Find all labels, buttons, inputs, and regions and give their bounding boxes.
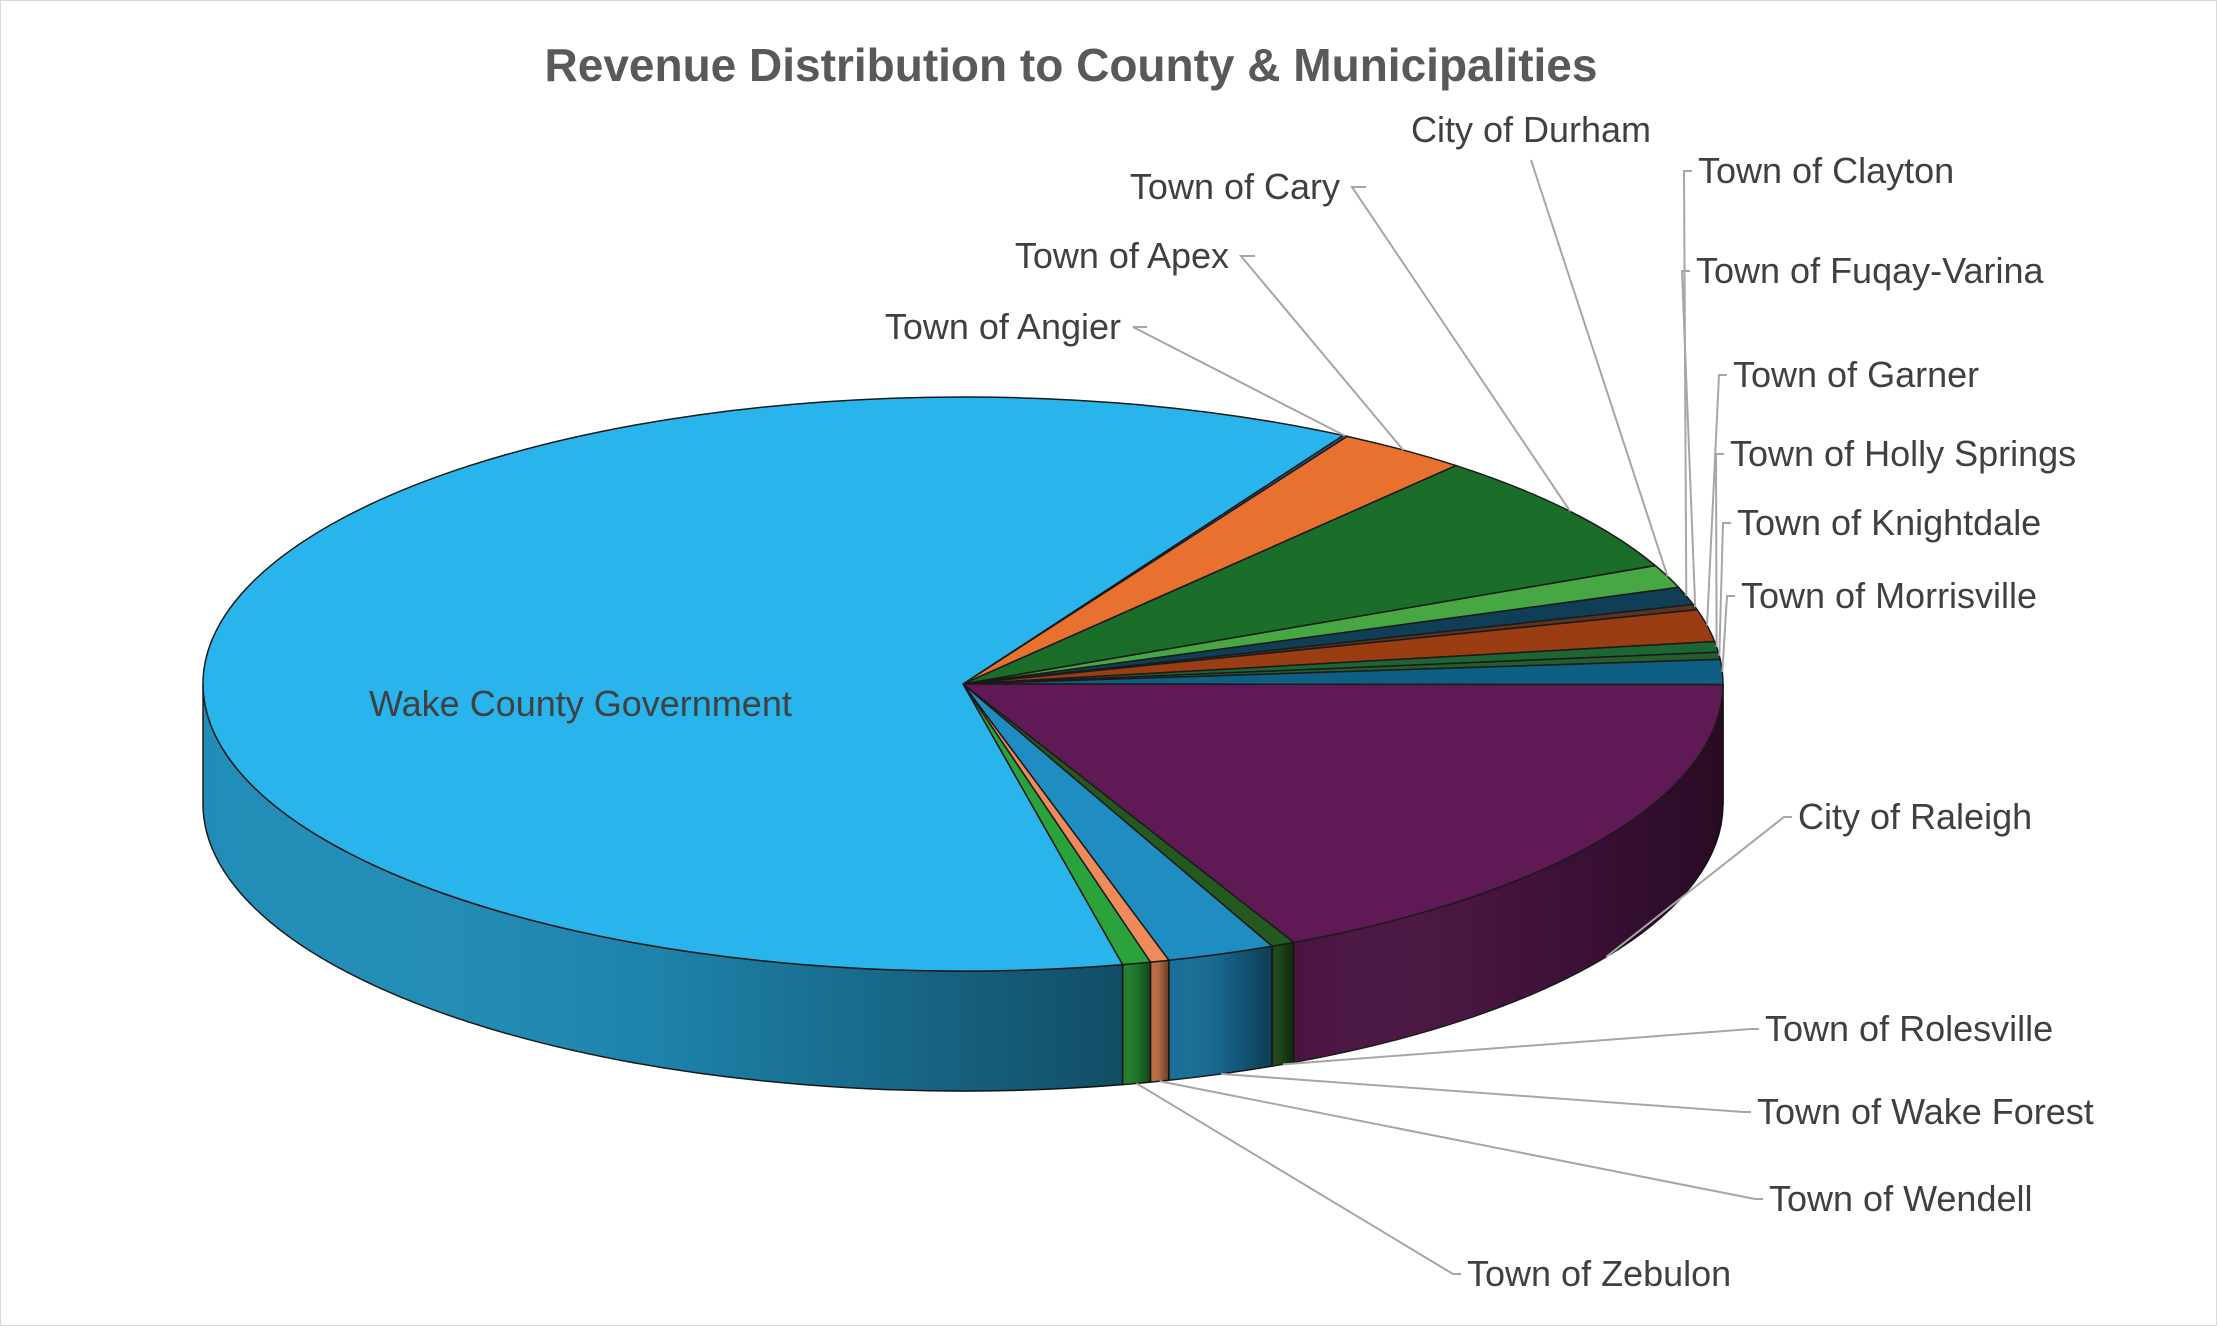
slice-labels: Town of Angier Town of Apex Town of Cary Ci… <box>369 109 2094 1294</box>
label-town-of-cary: Town of Cary <box>1130 166 1340 207</box>
leader-line-town-of-fuqay-varina <box>1680 270 1697 608</box>
pie-side-town-of-rolesville-shade <box>1272 942 1294 1067</box>
pie-sides <box>202 683 1724 1092</box>
leader-line-town-of-wendell <box>1159 1080 1763 1200</box>
label-town-of-apex: Town of Apex <box>1015 235 1229 276</box>
label-town-of-knightdale: Town of Knightdale <box>1737 502 2041 543</box>
pie-side-city-of-raleigh-shade <box>1293 684 1723 1063</box>
leader-line-town-of-rolesville <box>1282 1028 1759 1066</box>
label-town-of-garner: Town of Garner <box>1733 354 1979 395</box>
leader-line-town-of-apex <box>1238 255 1405 451</box>
label-wake-county-government: Wake County Government <box>369 683 792 724</box>
leader-line-town-of-wake-forest <box>1221 1072 1751 1113</box>
label-city-of-durham: City of Durham <box>1411 109 1651 150</box>
leader-line-town-of-holly-springs <box>1714 453 1724 647</box>
label-town-of-morrisville: Town of Morrisville <box>1741 575 2037 616</box>
leader-line-town-of-knightdale <box>1718 522 1731 656</box>
leader-line-town-of-cary <box>1350 186 1572 512</box>
leader-lines <box>1132 159 1792 1275</box>
leader-line-town-of-clayton <box>1682 170 1692 596</box>
label-city-of-raleigh: City of Raleigh <box>1798 796 2032 837</box>
leader-line-town-of-garner <box>1706 374 1727 626</box>
leader-line-city-of-durham <box>1530 159 1669 577</box>
label-town-of-wake-forest: Town of Wake Forest <box>1757 1091 2094 1132</box>
leader-line-town-of-zebulon <box>1136 1082 1461 1275</box>
pie-side-town-of-wendell-shade <box>1150 960 1169 1083</box>
chart-title: Revenue Distribution to County & Municip… <box>545 39 1598 91</box>
pie-side-town-of-zebulon-shade <box>1122 962 1151 1085</box>
label-town-of-rolesville: Town of Rolesville <box>1765 1008 2053 1049</box>
label-town-of-fuqay-varina: Town of Fuqay-Varina <box>1696 250 2044 291</box>
label-town-of-wendell: Town of Wendell <box>1769 1178 2032 1219</box>
label-town-of-angier: Town of Angier <box>885 306 1121 347</box>
leader-line-town-of-angier <box>1132 326 1346 437</box>
leader-line-city-of-raleigh <box>1605 816 1792 958</box>
pie-slice-city-of-raleigh <box>960 683 1724 944</box>
pie-side-wake-county-government-shade <box>203 684 1123 1092</box>
label-town-of-holly-springs: Town of Holly Springs <box>1730 433 2076 474</box>
pie-slice-wake-county-government <box>202 396 1345 972</box>
pie-side-town-of-wake-forest-shade <box>1168 946 1273 1081</box>
label-town-of-zebulon: Town of Zebulon <box>1467 1253 1731 1294</box>
label-town-of-clayton: Town of Clayton <box>1698 150 1954 191</box>
pie-slices <box>202 396 1724 972</box>
leader-line-town-of-morrisville <box>1721 595 1735 673</box>
